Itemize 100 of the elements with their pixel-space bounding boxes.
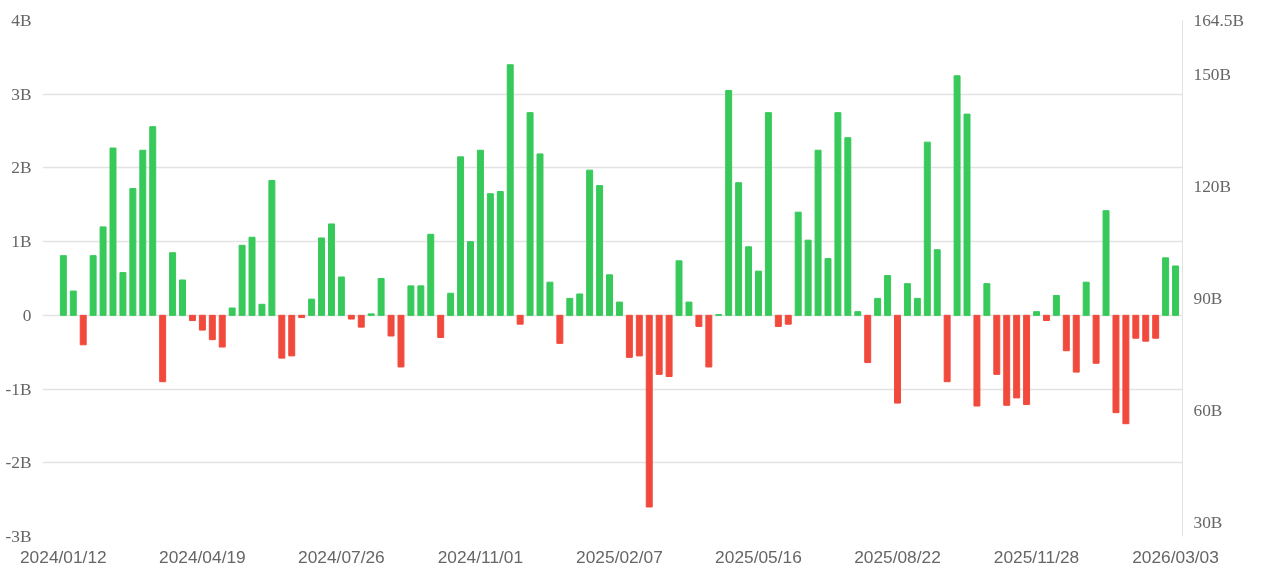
bar (109, 147, 117, 316)
bar (606, 274, 613, 316)
bar (635, 314, 643, 357)
bar (566, 297, 574, 316)
y-tick-label: -1B (5, 379, 32, 399)
bar (844, 137, 852, 316)
bar (943, 314, 951, 383)
bar (467, 241, 474, 316)
bar (596, 185, 604, 316)
bar (874, 297, 882, 316)
bar (278, 314, 286, 359)
bar (973, 314, 981, 407)
bar (486, 193, 494, 316)
x-tick-label: 2024/07/26 (298, 546, 385, 567)
bar (1003, 314, 1011, 406)
bar (89, 255, 97, 316)
bar (288, 314, 296, 357)
bar (576, 293, 584, 316)
x-tick-label: 2024/04/19 (159, 546, 246, 567)
bar (238, 244, 246, 316)
bar (159, 314, 167, 383)
bar (457, 156, 465, 316)
bar (59, 255, 67, 316)
bar (814, 149, 822, 316)
bar (586, 169, 594, 316)
bar (327, 223, 335, 316)
bar (427, 233, 435, 316)
bar (357, 314, 365, 328)
bar (993, 314, 1001, 375)
bar (695, 314, 703, 327)
bar (318, 237, 326, 316)
bar (1042, 314, 1050, 322)
x-tick-label: 2025/05/16 (715, 546, 802, 567)
bar (347, 314, 355, 320)
bar (298, 314, 306, 319)
bar (129, 188, 137, 316)
bar (218, 314, 226, 348)
bar (675, 260, 683, 316)
bar (119, 272, 127, 316)
bar (69, 290, 77, 316)
bar (1023, 314, 1031, 406)
y-tick-label: 3B (11, 84, 32, 104)
bar (377, 278, 385, 316)
y2-tick-label: 164.5B (1193, 11, 1245, 30)
bar (198, 314, 206, 331)
y2-tick-label: 30B (1193, 512, 1223, 532)
bar (834, 112, 842, 316)
y2-tick-label: 60B (1193, 400, 1223, 420)
bar (645, 314, 653, 508)
bar (665, 314, 673, 378)
bar (804, 239, 812, 316)
bar (248, 236, 256, 316)
bar (1102, 210, 1110, 316)
bar (506, 64, 514, 316)
bar (705, 314, 713, 368)
bar (447, 292, 455, 316)
bar (536, 153, 544, 316)
bar (1172, 265, 1180, 316)
bar (864, 314, 872, 364)
bar (933, 249, 941, 316)
y2-tick-label: 90B (1193, 288, 1223, 308)
bar (1122, 314, 1130, 425)
bar (556, 314, 564, 344)
y-tick-label: 1B (11, 232, 32, 252)
bar (179, 279, 186, 316)
y2-tick-label: 120B (1193, 177, 1232, 197)
bar (1033, 311, 1040, 316)
bar (188, 314, 196, 322)
bar (417, 285, 425, 316)
bar (1062, 314, 1070, 352)
y-tick-label: -3B (5, 527, 32, 546)
bar (685, 301, 693, 316)
bar (615, 301, 623, 316)
bar (884, 275, 892, 316)
x-tick-label: 2025/11/28 (993, 546, 1080, 567)
bar (625, 314, 633, 358)
bar (516, 314, 524, 325)
bar (913, 297, 921, 316)
bar (1142, 314, 1150, 342)
bar (794, 211, 802, 316)
bar (755, 270, 762, 316)
bar (149, 126, 157, 316)
bar (1132, 314, 1140, 339)
bar (397, 314, 405, 368)
y2-tick-label: 150B (1193, 65, 1232, 85)
bar (387, 314, 395, 337)
bar (258, 303, 266, 316)
y-tick-label: 2B (11, 158, 32, 178)
bar (1092, 314, 1100, 364)
bar (268, 179, 276, 316)
bar (476, 149, 484, 316)
bar (208, 314, 216, 341)
x-tick-label: 2025/02/07 (576, 546, 663, 567)
bar (1072, 314, 1080, 373)
bar (169, 252, 177, 316)
bar (953, 75, 961, 316)
bar (735, 182, 743, 316)
y-tick-label: 0 (22, 305, 32, 325)
bar (725, 90, 733, 316)
bar (894, 314, 901, 404)
